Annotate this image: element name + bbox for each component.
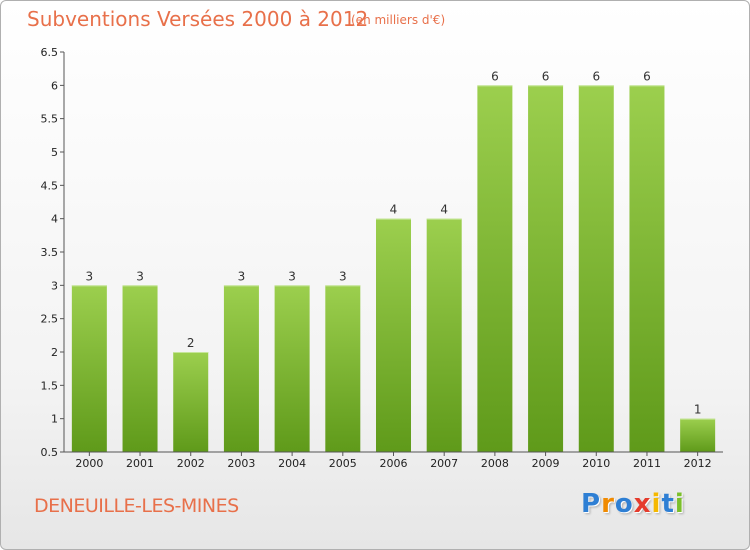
x-tick-label: 2004: [278, 457, 306, 470]
bar-2012: [680, 418, 716, 452]
bar-2007: [426, 218, 462, 452]
y-tick-label: 3.5: [41, 246, 59, 259]
bar-2003: [223, 285, 259, 452]
y-tick-label: 4.5: [41, 179, 59, 192]
data-label: 3: [136, 269, 144, 283]
data-label: 3: [339, 269, 347, 283]
bar-2001: [122, 285, 158, 452]
logo-letter: i: [651, 489, 662, 519]
x-tick-label: 2005: [329, 457, 357, 470]
y-tick-label: 0.5: [41, 446, 59, 459]
x-tick-label: 2006: [380, 457, 408, 470]
y-tick-label: 6: [51, 79, 58, 92]
logo-letter: r: [601, 489, 615, 519]
y-tick-label: 1.5: [41, 379, 59, 392]
bar-2009: [528, 85, 564, 452]
x-tick-label: 2001: [126, 457, 154, 470]
x-axis: 2000 2001 2002 2003 2004 2005 2006 2007 2008 2009…: [64, 451, 723, 470]
y-tick-label: 2.5: [41, 313, 59, 326]
bar-2011: [629, 85, 665, 452]
bar-2004: [274, 285, 310, 452]
logo-letter: t: [661, 489, 675, 519]
data-label: 3: [86, 269, 94, 283]
x-tick-label: 2010: [582, 457, 610, 470]
y-tick-label: 4: [51, 213, 58, 226]
x-tick-label: 2000: [75, 457, 103, 470]
chart-title: Subventions Versées 2000 à 2012: [27, 7, 369, 31]
data-label: 4: [390, 203, 398, 217]
town-name: DENEUILLE-LES-MINES: [34, 495, 239, 517]
logo-letter: o: [614, 489, 634, 519]
data-label: 6: [592, 69, 600, 83]
bar-2010: [578, 85, 614, 452]
y-axis: 0.5 1 1.5 2 2.5 3 3.5 4 4.5 5 5.5 6 6.5: [41, 46, 65, 459]
x-tick-label: 2003: [227, 457, 255, 470]
bar-2000: [71, 285, 107, 452]
x-tick-label: 2011: [633, 457, 661, 470]
data-label: 4: [440, 203, 448, 217]
bar-2005: [325, 285, 361, 452]
bars: 3 3 2 3 3 3 4 4 6 6 6 6 1: [71, 69, 716, 452]
y-tick-label: 5.5: [41, 113, 59, 126]
x-tick-label: 2007: [430, 457, 458, 470]
x-tick-label: 2012: [684, 457, 712, 470]
bar-2008: [477, 85, 513, 452]
y-tick-label: 6.5: [41, 46, 59, 59]
y-tick-label: 5: [51, 146, 58, 159]
y-tick-label: 3: [51, 279, 58, 292]
data-label: 6: [643, 69, 651, 83]
y-tick-label: 2: [51, 346, 58, 359]
proxiti-logo[interactable]: Proxiti: [581, 489, 685, 519]
bar-2002: [173, 352, 209, 452]
logo-letter: x: [633, 489, 652, 519]
logo-letter: i: [674, 489, 685, 519]
data-label: 2: [187, 336, 195, 350]
data-label: 3: [288, 269, 296, 283]
x-tick-label: 2009: [532, 457, 560, 470]
logo-letter: P: [581, 489, 602, 519]
chart-unit-label: (en milliers d'€): [351, 13, 446, 27]
bar-2006: [376, 218, 411, 452]
x-tick-label: 2008: [481, 457, 509, 470]
data-label: 3: [238, 269, 246, 283]
data-label: 6: [491, 69, 499, 83]
y-tick-label: 1: [51, 413, 58, 426]
data-label: 1: [694, 403, 702, 417]
x-tick-label: 2002: [177, 457, 205, 470]
data-label: 6: [542, 69, 550, 83]
